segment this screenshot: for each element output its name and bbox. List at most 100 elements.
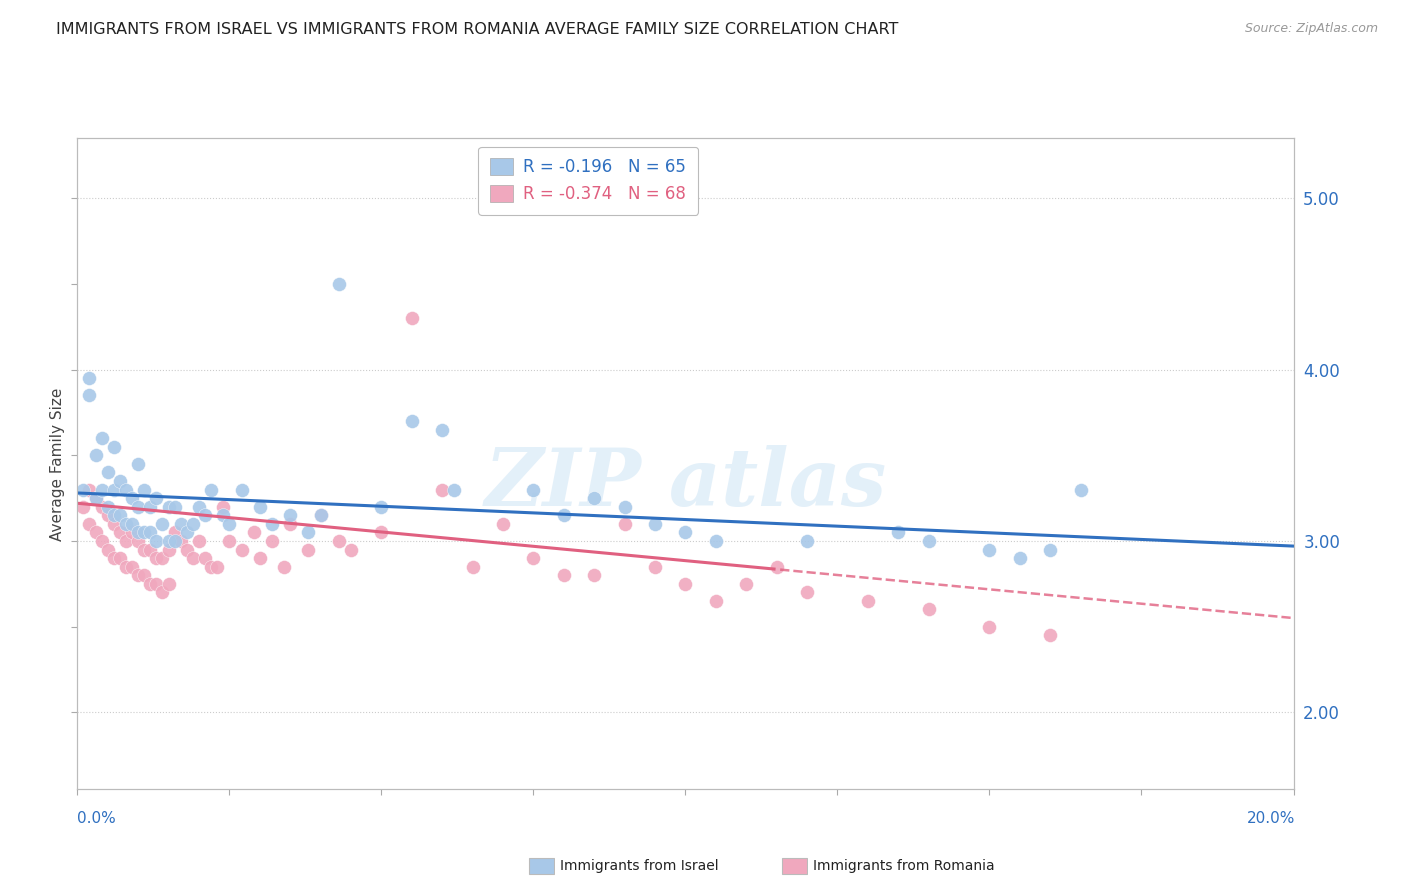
Point (260, 516, 283, 531)
Point (79, 516, 101, 531)
Point (273, 559, 295, 574)
Point (72, 483, 94, 497)
Text: 0.0%: 0.0% (77, 812, 117, 826)
Point (163, 500, 186, 514)
Point (704, 533, 727, 548)
Bar (782, 858, 807, 874)
Point (856, 594, 879, 608)
Point (200, 559, 222, 574)
Point (297, 525, 319, 540)
Point (121, 525, 143, 540)
Point (309, 508, 332, 523)
Point (84, 448, 107, 462)
Point (370, 500, 392, 514)
Point (97, 508, 120, 523)
Point (103, 440, 125, 454)
Point (188, 500, 211, 514)
Point (522, 551, 544, 566)
Point (328, 533, 350, 548)
Point (796, 533, 818, 548)
Point (370, 525, 392, 540)
Point (260, 533, 283, 548)
Bar (529, 858, 554, 874)
Text: IMMIGRANTS FROM ISRAEL VS IMMIGRANTS FROM ROMANIA AVERAGE FAMILY SIZE CORRELATIO: IMMIGRANTS FROM ISRAEL VS IMMIGRANTS FRO… (56, 22, 898, 37)
Point (84, 491, 107, 505)
Point (152, 516, 174, 531)
Point (212, 508, 235, 523)
Point (145, 551, 167, 566)
Point (765, 559, 787, 574)
Point (139, 500, 162, 514)
Point (157, 542, 180, 557)
Text: Immigrants from Romania: Immigrants from Romania (813, 859, 994, 873)
Point (1039, 542, 1062, 557)
Point (108, 525, 131, 540)
Text: Immigrants from Israel: Immigrants from Israel (560, 859, 718, 873)
Point (583, 568, 606, 582)
Point (121, 491, 143, 505)
Point (644, 516, 666, 531)
Point (121, 516, 143, 531)
Point (675, 525, 697, 540)
Point (218, 516, 240, 531)
Point (735, 576, 758, 591)
Point (1008, 551, 1031, 566)
Point (979, 542, 1001, 557)
Point (297, 542, 319, 557)
Point (157, 533, 180, 548)
Point (134, 542, 156, 557)
Point (918, 533, 941, 548)
Point (115, 533, 138, 548)
Point (72, 500, 94, 514)
Point (97, 542, 120, 557)
Y-axis label: Average Family Size: Average Family Size (49, 387, 65, 541)
Point (918, 602, 941, 616)
Point (152, 551, 174, 566)
Point (432, 423, 454, 437)
Point (704, 594, 727, 608)
Point (127, 525, 149, 540)
Point (152, 585, 174, 599)
Point (231, 542, 253, 557)
Point (644, 559, 666, 574)
Point (181, 516, 204, 531)
Point (134, 483, 156, 497)
Point (170, 533, 193, 548)
Point (115, 559, 138, 574)
Point (170, 516, 193, 531)
Text: Source: ZipAtlas.com: Source: ZipAtlas.com (1244, 22, 1378, 36)
Point (194, 508, 217, 523)
Point (492, 516, 515, 531)
Point (90, 431, 112, 445)
Point (194, 551, 217, 566)
Point (97, 500, 120, 514)
Point (115, 516, 138, 531)
Point (176, 525, 198, 540)
Point (181, 551, 204, 566)
Point (84, 525, 107, 540)
Point (340, 542, 363, 557)
Point (127, 500, 149, 514)
Point (176, 542, 198, 557)
Point (127, 568, 149, 582)
Point (212, 500, 235, 514)
Point (278, 508, 301, 523)
Point (108, 474, 131, 488)
Point (79, 388, 101, 402)
Point (328, 277, 350, 291)
Point (200, 483, 222, 497)
Point (145, 576, 167, 591)
Point (139, 525, 162, 540)
Point (145, 533, 167, 548)
Point (90, 500, 112, 514)
Point (979, 619, 1001, 633)
Point (103, 508, 125, 523)
Legend: R = -0.196   N = 65, R = -0.374   N = 68: R = -0.196 N = 65, R = -0.374 N = 68 (478, 146, 697, 215)
Point (134, 568, 156, 582)
Point (134, 525, 156, 540)
Point (103, 551, 125, 566)
Point (583, 491, 606, 505)
Point (249, 500, 271, 514)
Point (127, 533, 149, 548)
Point (887, 525, 910, 540)
